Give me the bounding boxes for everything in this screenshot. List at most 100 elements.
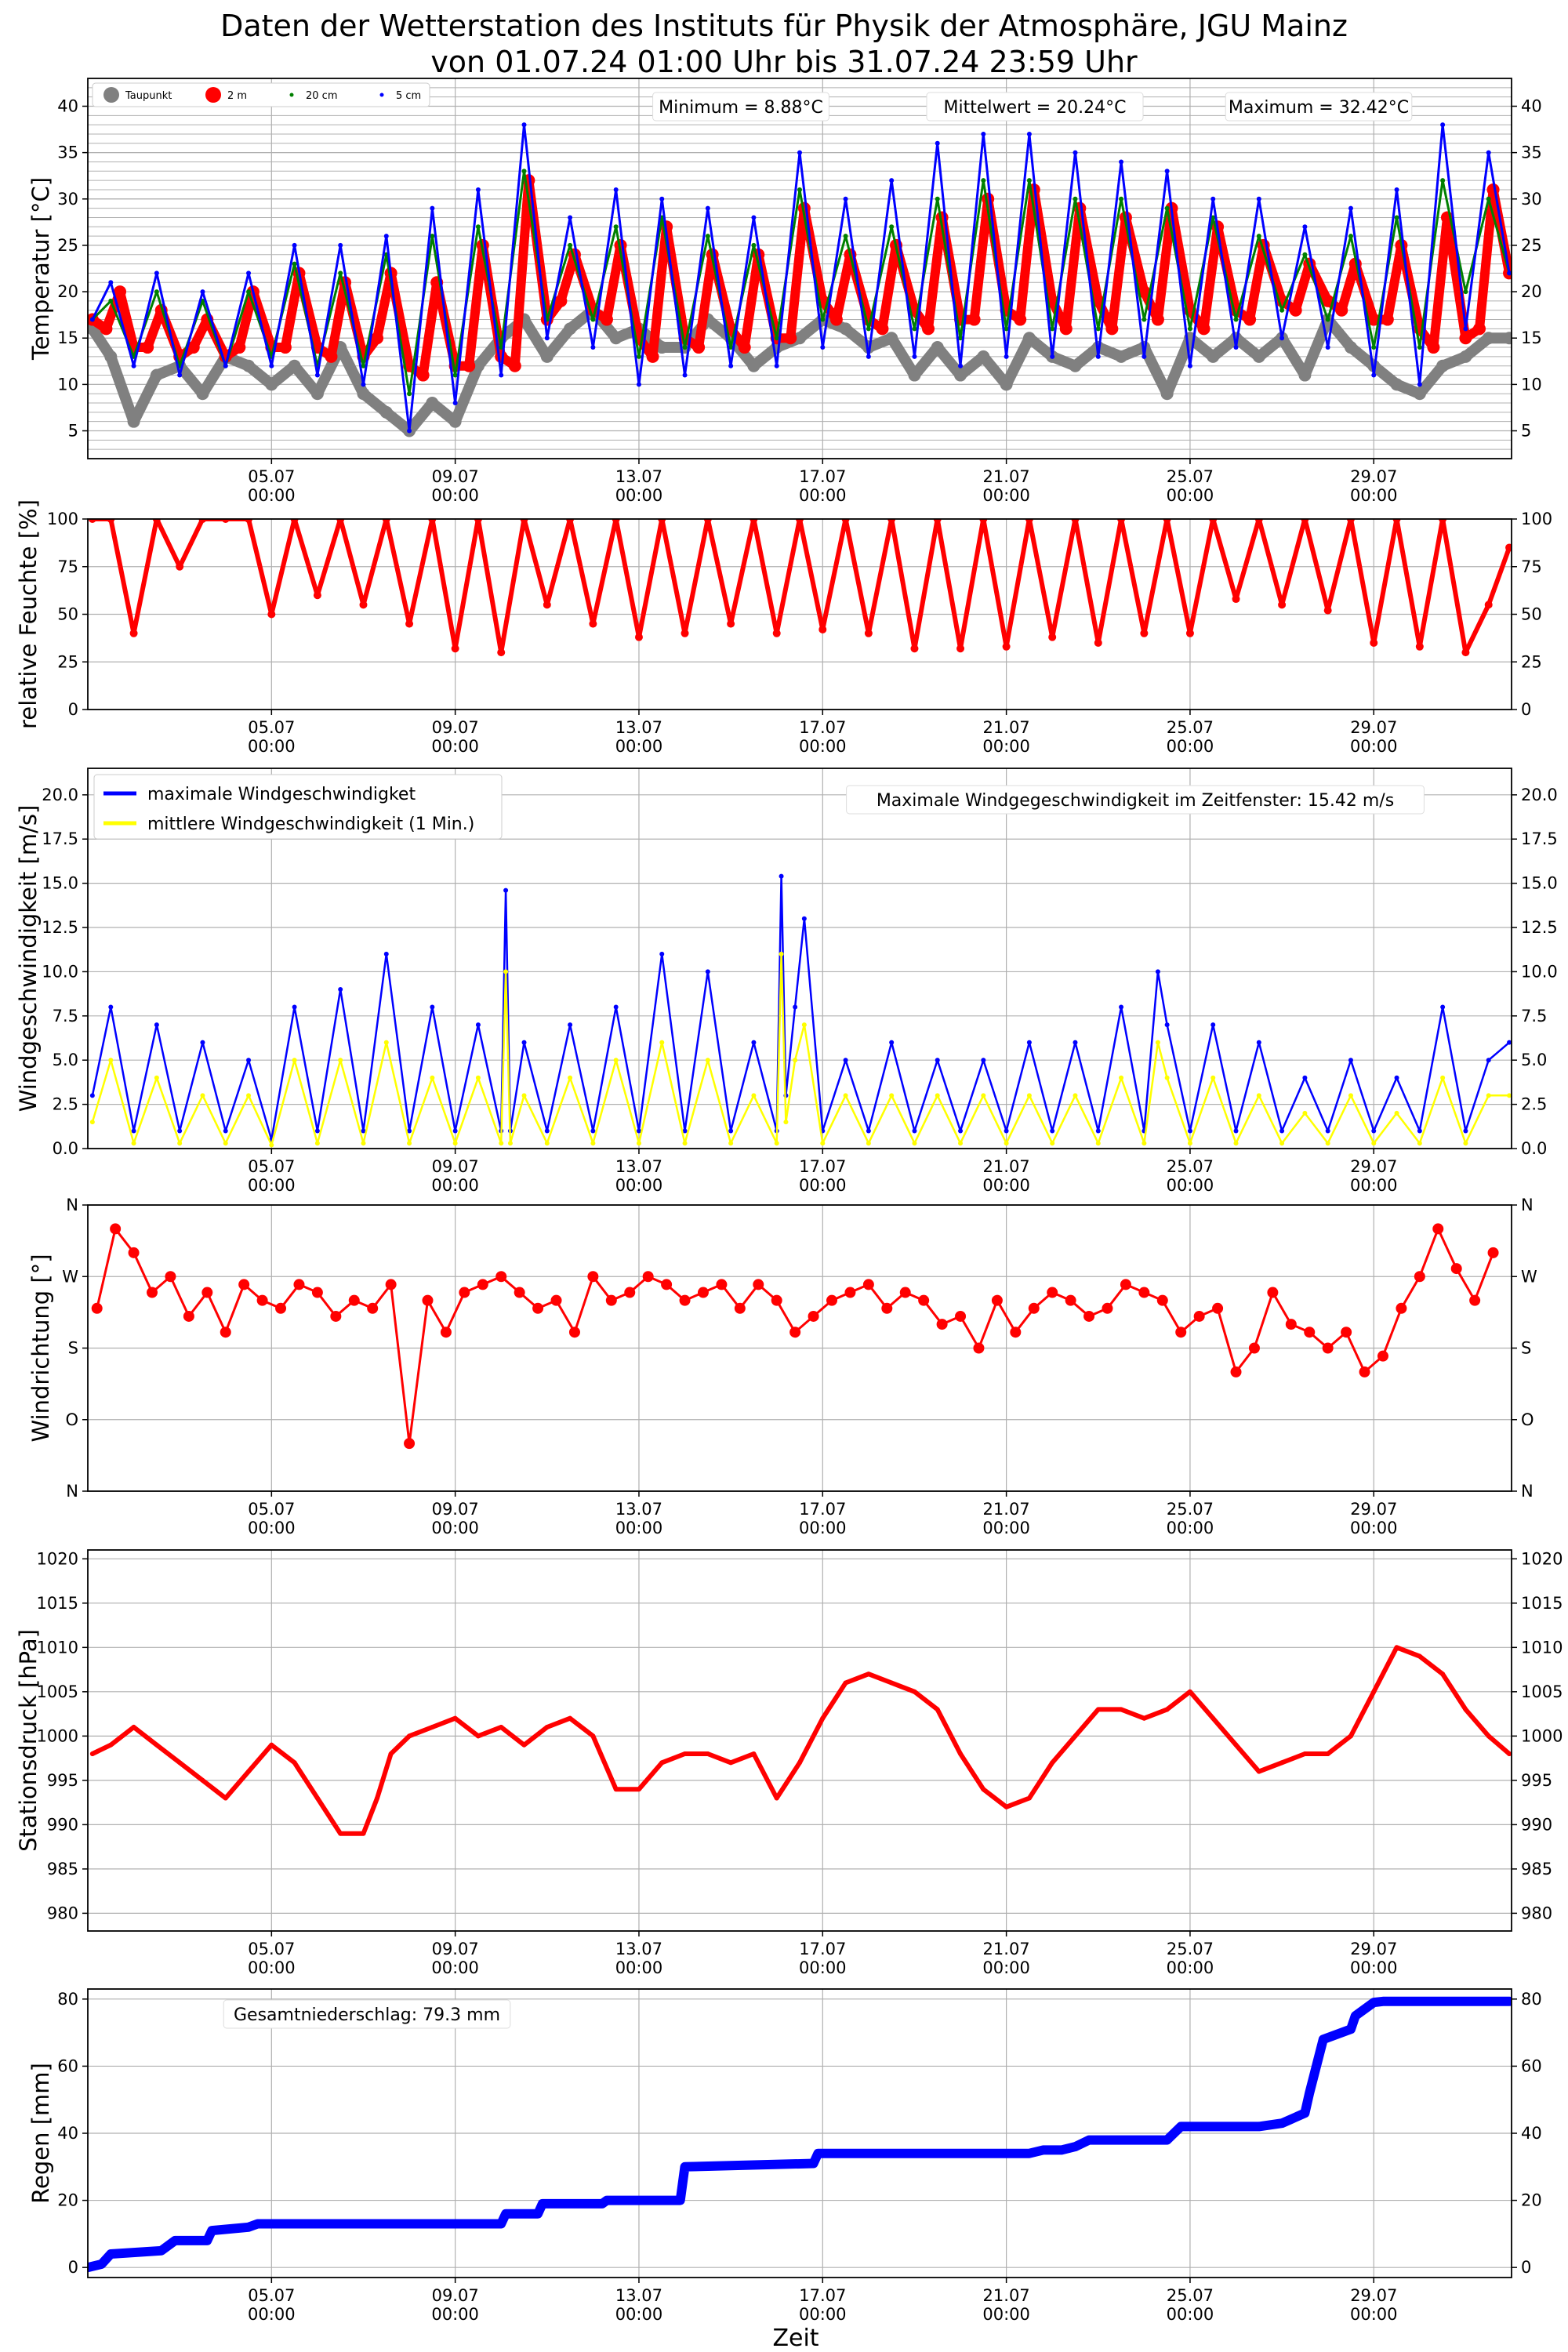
panel-frame [87,78,1512,459]
data-point [1026,1040,1032,1045]
annotation-text: Mittelwert = 20.24°C [944,98,1127,118]
data-point [779,951,784,956]
legend-label: 20 cm [306,90,338,102]
y-tick-label: 15 [57,328,78,347]
data-point [1279,2121,1285,2126]
data-point [1233,1742,1239,1748]
data-point [772,629,781,637]
data-point [1371,1128,1377,1134]
data-point [1091,294,1105,307]
data-point [183,1310,194,1322]
data-point [88,519,96,523]
data-point [1022,332,1036,345]
legend-label: 2 m [227,90,247,102]
data-point [348,1294,360,1306]
panel-pressure: 980 980 985 985 990 990 995 995 1000 1000 1005 1005… [15,1549,1563,1977]
data-point [404,1438,416,1450]
data-point [590,345,596,350]
data-point [1164,1707,1170,1712]
data-point [564,322,577,336]
data-point [1004,326,1009,332]
y-axis-label: relative Feuchte [%] [15,499,42,729]
data-point [935,1707,940,1712]
series-line-rain-0 [88,1996,1512,2273]
data-point [246,270,252,276]
x-tick-label: 21.07 [983,1157,1030,1176]
data-point [440,1327,452,1338]
data-point [1463,1128,1468,1134]
data-point [1040,2147,1046,2153]
figure-title-line2: von 01.07.24 01:00 Uhr bis 31.07.24 23:5… [430,45,1138,79]
data-point [89,1751,95,1756]
data-point [612,519,620,523]
data-point [703,519,712,523]
data-point [1279,307,1285,313]
data-point [154,1742,159,1748]
y-tick-label: 35 [57,143,78,162]
data-point [1210,1022,1216,1028]
data-point [1394,1075,1399,1080]
x-tick-label: 05.07 [248,1157,295,1176]
data-point [935,1058,940,1063]
data-point [885,332,898,345]
data-point [793,332,806,345]
data-point [154,1075,159,1080]
data-point [844,1287,856,1298]
data-point [1486,150,1491,155]
x-tick-label: 00:00 [615,737,663,756]
y-tick-label: 20 [57,282,78,301]
data-point [452,372,458,378]
y-tick-label-right: W [1521,1267,1537,1286]
data-point [371,332,384,345]
data-point [499,1725,504,1730]
data-point [774,363,779,368]
data-point [1028,1302,1040,1314]
data-point [246,1769,252,1774]
x-tick-label: 25.07 [1167,718,1214,737]
x-tick-label: 13.07 [615,718,662,737]
data-point [1344,341,1357,354]
data-point [682,1141,688,1146]
data-point [388,1751,394,1756]
data-point [1371,1141,1377,1146]
data-point [1164,169,1170,174]
data-point [1370,638,1378,647]
data-point [981,131,986,136]
data-point [1367,313,1381,326]
data-point [1050,1760,1055,1766]
data-point [1048,633,1057,641]
data-point [265,378,278,391]
data-point [636,382,641,387]
legend-box [93,774,503,840]
data-point [535,2211,541,2216]
y-axis-label: Windgeschwindigkeit [m/s] [15,805,42,1112]
data-point [269,1142,274,1148]
y-tick-label: 17.5 [42,829,78,848]
data-point [430,1725,435,1730]
y-tick-label-right: S [1521,1339,1531,1358]
data-point [1417,1128,1422,1134]
data-point [991,1294,1003,1306]
x-tick-label: 17.07 [799,467,846,486]
data-point [912,354,917,359]
data-point [1210,1715,1216,1721]
data-point [659,196,665,201]
y-tick-label: 980 [47,1904,78,1922]
data-point [1185,629,1194,637]
data-point [1120,1279,1131,1290]
data-point [1325,345,1330,350]
x-tick-label: 25.07 [1167,1500,1214,1519]
data-point [428,519,437,523]
data-point [889,1680,895,1686]
data-point [475,187,481,192]
data-point [1071,519,1080,523]
data-point [705,205,710,211]
data-point [1348,2027,1353,2032]
data-point [521,169,527,174]
data-point [1083,1310,1095,1322]
data-point [1102,1302,1113,1314]
data-point [200,289,205,295]
data-point [1392,519,1401,523]
data-point [751,215,757,220]
y-tick-label-right: 0 [1521,2258,1531,2277]
